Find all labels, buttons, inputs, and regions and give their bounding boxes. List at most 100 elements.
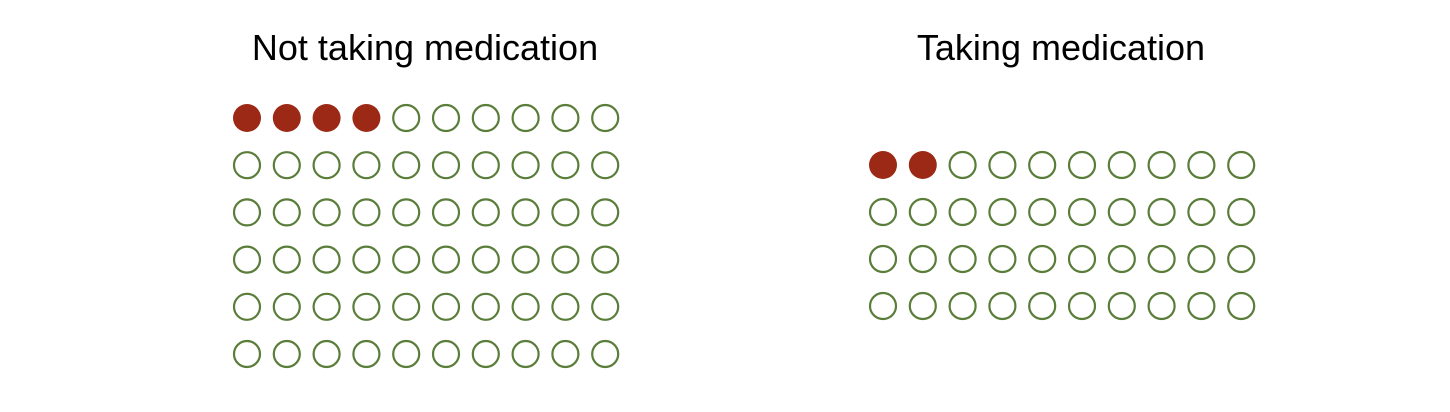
unaffected-person-dot xyxy=(471,198,500,227)
unaffected-person-dot xyxy=(591,151,620,180)
unaffected-person-dot xyxy=(471,245,500,274)
unaffected-person-dot xyxy=(988,197,1017,227)
affected-person-dot xyxy=(352,104,381,132)
unaffected-person-dot xyxy=(232,245,262,274)
panel-title-taking: Taking medication xyxy=(916,27,1206,68)
unaffected-person-dot xyxy=(272,292,301,321)
unaffected-person-dot xyxy=(1187,244,1216,274)
unaffected-person-dot xyxy=(1187,150,1216,180)
unaffected-person-dot xyxy=(232,151,262,180)
unaffected-person-dot xyxy=(908,244,937,274)
unaffected-person-dot xyxy=(471,151,500,180)
unaffected-person-dot xyxy=(392,103,421,133)
unaffected-person-dot xyxy=(988,150,1017,180)
unaffected-person-dot xyxy=(1227,244,1256,274)
unaffected-person-dot xyxy=(591,198,620,227)
unaffected-person-dot xyxy=(392,151,421,180)
unaffected-person-dot xyxy=(1107,197,1136,227)
unaffected-person-dot xyxy=(232,339,262,369)
panel-title-not-taking: Not taking medication xyxy=(251,27,599,68)
unaffected-person-dot xyxy=(1227,197,1256,227)
unaffected-person-dot xyxy=(312,339,341,369)
unaffected-person-dot xyxy=(948,291,977,321)
unaffected-person-dot xyxy=(591,339,620,369)
unaffected-person-dot xyxy=(908,197,937,227)
unaffected-person-dot xyxy=(471,339,500,369)
unaffected-person-dot xyxy=(312,292,341,321)
unaffected-person-dot xyxy=(272,245,301,274)
unaffected-person-dot xyxy=(868,244,898,274)
affected-person-dot xyxy=(233,104,261,132)
unaffected-person-dot xyxy=(352,245,381,274)
unaffected-person-dot xyxy=(1107,150,1136,180)
affected-person-dot xyxy=(869,151,897,179)
unaffected-person-dot xyxy=(551,245,580,274)
unaffected-person-dot xyxy=(948,150,977,180)
unaffected-person-dot xyxy=(1028,291,1057,321)
unaffected-person-dot xyxy=(312,245,341,274)
unaffected-person-dot xyxy=(272,151,301,180)
unaffected-person-dot xyxy=(551,339,580,369)
unaffected-person-dot xyxy=(948,244,977,274)
unaffected-person-dot xyxy=(1067,244,1097,274)
unaffected-person-dot xyxy=(232,198,262,227)
unaffected-person-dot xyxy=(1147,197,1176,227)
unaffected-person-dot xyxy=(1067,197,1097,227)
unaffected-person-dot xyxy=(948,197,977,227)
unaffected-person-dot xyxy=(352,198,381,227)
unaffected-person-dot xyxy=(272,339,301,369)
unaffected-person-dot xyxy=(591,245,620,274)
unaffected-person-dot xyxy=(1227,291,1256,321)
unaffected-person-dot xyxy=(551,103,580,133)
unaffected-person-dot xyxy=(232,292,262,321)
unaffected-person-dot xyxy=(511,292,540,321)
unaffected-person-dot xyxy=(1028,150,1057,180)
unaffected-person-dot xyxy=(431,292,461,321)
unaffected-person-dot xyxy=(312,198,341,227)
unaffected-person-dot xyxy=(1107,291,1136,321)
unaffected-person-dot xyxy=(1107,244,1136,274)
unaffected-person-dot xyxy=(511,339,540,369)
unaffected-person-dot xyxy=(551,198,580,227)
unaffected-person-dot xyxy=(1147,150,1176,180)
unaffected-person-dot xyxy=(352,339,381,369)
unaffected-person-dot xyxy=(1067,291,1097,321)
affected-person-dot xyxy=(272,104,301,132)
unaffected-person-dot xyxy=(1187,197,1216,227)
unaffected-person-dot xyxy=(868,197,898,227)
unaffected-person-dot xyxy=(908,291,937,321)
unaffected-person-dot xyxy=(392,198,421,227)
unaffected-person-dot xyxy=(431,198,461,227)
unaffected-person-dot xyxy=(1028,197,1057,227)
unaffected-person-dot xyxy=(868,291,898,321)
unaffected-person-dot xyxy=(511,103,540,133)
unaffected-person-dot xyxy=(1227,150,1256,180)
unaffected-person-dot xyxy=(591,292,620,321)
affected-person-dot xyxy=(908,151,937,179)
unaffected-person-dot xyxy=(511,198,540,227)
unaffected-person-dot xyxy=(1067,150,1097,180)
unaffected-person-dot xyxy=(511,245,540,274)
unaffected-person-dot xyxy=(1147,244,1176,274)
unaffected-person-dot xyxy=(551,292,580,321)
unaffected-person-dot xyxy=(988,291,1017,321)
unaffected-person-dot xyxy=(431,339,461,369)
unaffected-person-dot xyxy=(1187,291,1216,321)
unaffected-person-dot xyxy=(431,103,461,133)
unaffected-person-dot xyxy=(392,292,421,321)
unaffected-person-dot xyxy=(988,244,1017,274)
unaffected-person-dot xyxy=(591,103,620,133)
unaffected-person-dot xyxy=(392,339,421,369)
unaffected-person-dot xyxy=(471,292,500,321)
affected-person-dot xyxy=(312,104,341,132)
unaffected-person-dot xyxy=(471,103,500,133)
unaffected-person-dot xyxy=(272,198,301,227)
unaffected-person-dot xyxy=(551,151,580,180)
unaffected-person-dot xyxy=(431,151,461,180)
unaffected-person-dot xyxy=(352,151,381,180)
unaffected-person-dot xyxy=(431,245,461,274)
unaffected-person-dot xyxy=(1028,244,1057,274)
unaffected-person-dot xyxy=(1147,291,1176,321)
